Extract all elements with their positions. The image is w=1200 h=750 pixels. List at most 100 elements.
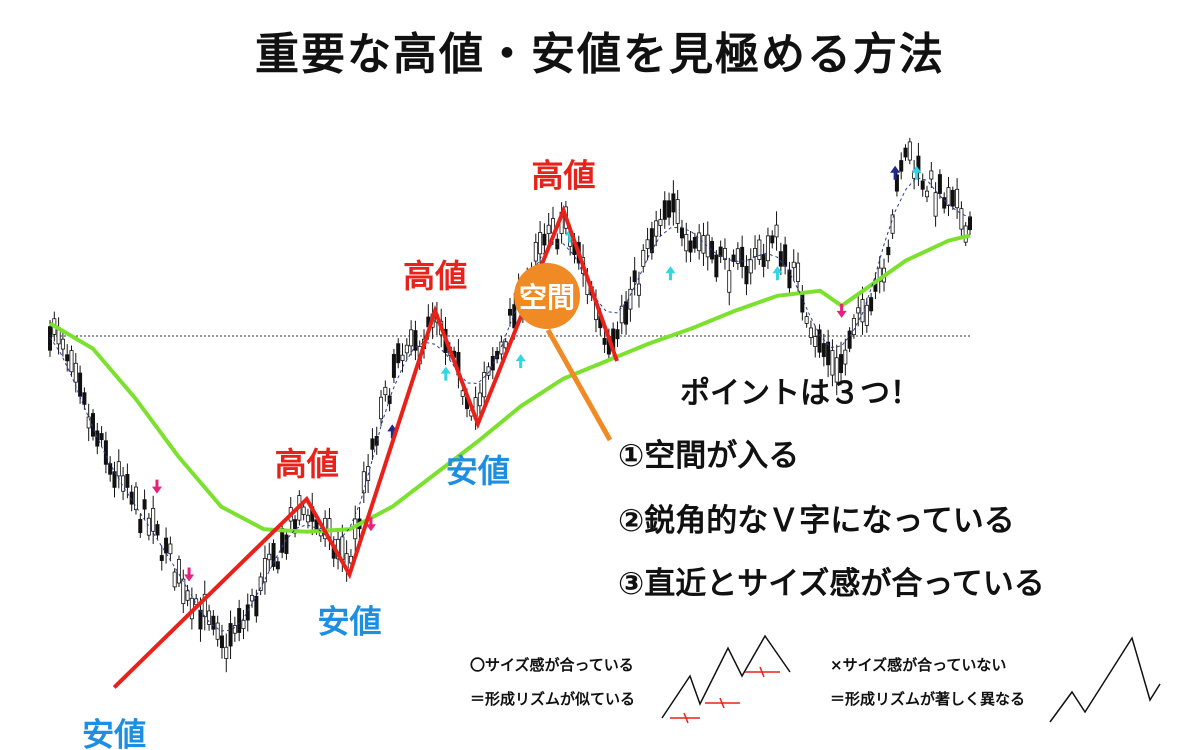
candle-body: [649, 228, 654, 254]
candle-body: [783, 244, 788, 267]
arrow-down-icon: [365, 517, 376, 532]
candle-body: [460, 390, 465, 397]
candle-body: [301, 506, 306, 515]
candle-body: [237, 608, 242, 633]
candle-body: [847, 330, 852, 349]
gap-label: 空間: [519, 281, 575, 314]
candle-body: [60, 338, 65, 350]
candle-body: [198, 609, 203, 630]
candle-body: [533, 241, 538, 262]
arrow-down-icon: [836, 303, 847, 318]
candle-body: [856, 307, 861, 314]
low-label: 安値: [318, 602, 382, 640]
candle-body: [486, 366, 491, 376]
note-bad-2: ＝形成リズムが著しく異なる: [830, 690, 1026, 708]
points-heading: ポイントは３つ！: [680, 376, 920, 411]
candle-body: [69, 350, 74, 373]
candle-body: [86, 416, 91, 429]
candle-body: [748, 259, 753, 274]
candle-body: [391, 354, 396, 378]
candle-body: [632, 270, 637, 283]
candle-body: [495, 350, 500, 360]
candle-body: [546, 224, 551, 234]
candle-body: [890, 214, 895, 234]
candle-body: [125, 474, 130, 488]
candle-body: [185, 590, 190, 601]
candle-body: [168, 543, 173, 555]
candle-body: [477, 392, 482, 407]
candle-body: [512, 304, 517, 329]
candle-body: [245, 604, 250, 621]
candle-body: [374, 436, 379, 446]
low-label: 安値: [82, 715, 146, 750]
candle-body: [808, 327, 813, 338]
chart-title: 重要な高値・安値を見極める方法: [255, 29, 945, 80]
point-1: ①空間が入る: [618, 438, 800, 474]
candle-body: [73, 362, 78, 383]
candle-body: [129, 491, 134, 505]
arrow-up-icon: [440, 366, 451, 381]
candle-body: [821, 343, 826, 358]
candle-body: [761, 254, 766, 267]
candle-body: [851, 317, 856, 336]
candle-body: [602, 337, 607, 345]
candle-body: [770, 235, 775, 244]
gap-pointer: [545, 328, 613, 442]
signal-arrows: [151, 165, 922, 582]
candle-body: [920, 180, 925, 190]
candle-body: [413, 330, 418, 351]
arrow-down-icon: [151, 479, 162, 494]
low-label: 安値: [446, 452, 510, 490]
arrow-up-icon: [665, 266, 676, 281]
candle-body: [542, 233, 547, 246]
candle-body: [791, 261, 796, 269]
candle-body: [624, 301, 629, 325]
candle-body: [968, 216, 973, 231]
candle-body: [925, 190, 930, 198]
candle-body: [654, 220, 659, 237]
candle-body: [176, 559, 181, 584]
candle-body: [735, 248, 740, 264]
candle-body: [409, 329, 414, 347]
candle-body: [959, 208, 964, 230]
candle-body: [804, 316, 809, 324]
candle-body: [112, 471, 117, 488]
candle-body: [400, 354, 405, 361]
candle-body: [955, 188, 960, 209]
candle-body: [697, 232, 702, 252]
candle-body: [305, 514, 310, 523]
candle-body: [839, 354, 844, 373]
candle-body: [396, 343, 401, 364]
moving-average-line: [48, 233, 971, 534]
candle-body: [65, 354, 70, 362]
candle-body: [48, 326, 53, 351]
candle-body: [684, 233, 689, 252]
candle-body: [662, 200, 667, 220]
arrow-down-icon: [184, 567, 195, 582]
candle-body: [886, 246, 891, 256]
candle-body: [710, 241, 715, 260]
candle-body: [211, 615, 216, 630]
candle-body: [499, 341, 504, 355]
candle-body: [946, 187, 951, 206]
arrow-up-icon: [387, 424, 398, 439]
candle-body: [207, 610, 212, 625]
candle-body: [507, 308, 512, 316]
candle-body: [950, 189, 955, 207]
arrow-up-icon: [890, 165, 901, 180]
candle-body: [667, 200, 672, 218]
candle-body: [765, 235, 770, 262]
candle-body: [99, 433, 104, 441]
candle-body: [619, 305, 624, 324]
candle-body: [830, 350, 835, 376]
candle-body: [254, 595, 259, 617]
candle-body: [796, 262, 801, 282]
candle-body: [181, 578, 186, 604]
candle-body: [95, 430, 100, 447]
candle-body: [907, 141, 912, 161]
candle-body: [774, 224, 779, 238]
candle-body: [142, 499, 147, 510]
candle-body: [757, 239, 762, 260]
